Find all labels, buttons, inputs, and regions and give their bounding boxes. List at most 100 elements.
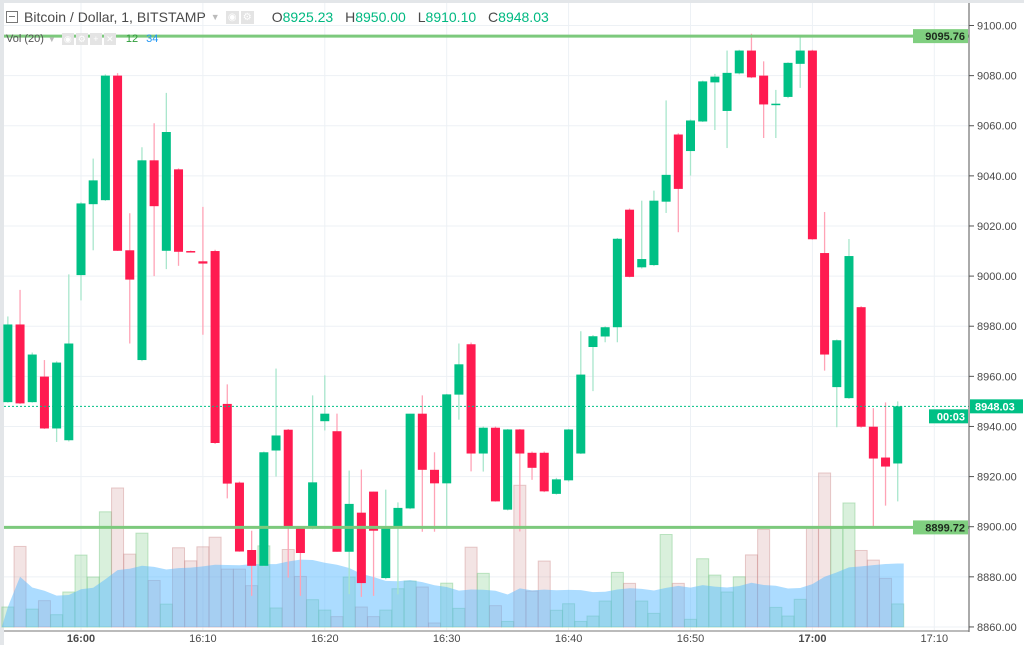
candle-body: [88, 180, 98, 205]
candle-body: [466, 344, 476, 454]
candle-body: [259, 452, 269, 566]
candle-body: [795, 50, 805, 64]
last-price-label-box: [970, 399, 1023, 414]
candle-body: [442, 394, 452, 484]
candle-body: [210, 251, 220, 443]
y-tick-label: 9040.00: [977, 171, 1017, 183]
volume-ma-value: 34: [146, 33, 159, 45]
candle-body: [527, 452, 537, 468]
close-icon[interactable]: ✕: [103, 33, 116, 45]
candle-body: [308, 482, 318, 528]
candle-body: [576, 374, 586, 454]
x-tick-label: 16:20: [311, 633, 339, 645]
x-tick-label: 16:50: [677, 633, 705, 645]
candle-body: [612, 238, 622, 328]
horizontal-line-label: 9095.76: [925, 31, 965, 43]
candle-body: [856, 307, 866, 427]
candle-body: [490, 427, 500, 502]
volume-legend: Vol (20) ▼ ◉ ⚙ + ✕ 12 34: [6, 33, 158, 45]
open-label: O: [271, 9, 283, 25]
top-border: [0, 0, 1024, 3]
symbol-title[interactable]: Bitcoin / Dollar, 1, BITSTAMP: [24, 9, 206, 25]
y-tick-label: 9080.00: [977, 71, 1017, 83]
close-value: 8948.03: [498, 9, 549, 25]
x-tick-label: 16:10: [189, 633, 217, 645]
y-tick-label: 9060.00: [977, 121, 1017, 133]
collapse-icon[interactable]: [6, 11, 18, 23]
candle-body: [673, 134, 683, 189]
candle-body: [417, 413, 427, 470]
candle-body: [868, 426, 878, 459]
y-tick-label: 8900.00: [977, 522, 1017, 534]
candle-body: [332, 431, 342, 552]
candle-body: [600, 327, 610, 337]
volume-title[interactable]: Vol (20): [6, 33, 44, 45]
eye-icon[interactable]: ◉: [225, 10, 239, 24]
candle-body: [393, 507, 403, 528]
candle-body: [15, 324, 25, 404]
candle-body: [539, 452, 549, 492]
candle-body: [295, 527, 305, 554]
candle-body: [52, 362, 62, 429]
candle-body: [76, 203, 86, 276]
gear-icon[interactable]: ⚙: [75, 33, 88, 45]
y-tick-label: 8920.00: [977, 472, 1017, 484]
candle-body: [515, 429, 525, 454]
candle-body: [222, 403, 232, 484]
candle-body: [893, 406, 903, 464]
candle-body: [369, 491, 379, 531]
candle-body: [649, 200, 659, 266]
horizontal-line-label: 8899.72: [925, 522, 965, 534]
candle-body: [234, 482, 244, 552]
y-tick-label: 8980.00: [977, 321, 1017, 333]
y-tick-label: 8860.00: [977, 622, 1017, 634]
candle-body: [783, 62, 793, 97]
candle-body: [186, 251, 196, 253]
candle-body: [759, 75, 769, 105]
horizontal-line-label-box: [913, 520, 968, 535]
caret-down-icon[interactable]: ▼: [210, 12, 220, 22]
caret-down-icon[interactable]: ▼: [47, 34, 56, 44]
eye-icon[interactable]: ◉: [61, 33, 74, 45]
y-tick-label: 9020.00: [977, 221, 1017, 233]
candle-body: [27, 354, 37, 403]
candle-body: [625, 209, 635, 277]
candle-body: [454, 364, 464, 395]
candle-body: [320, 413, 330, 422]
candle-body: [271, 435, 281, 451]
candles: [3, 33, 903, 597]
gear-icon[interactable]: ⚙: [240, 10, 254, 24]
candle-body: [734, 50, 744, 74]
x-tick-label: 17:10: [921, 633, 949, 645]
y-tick-label: 8940.00: [977, 421, 1017, 433]
x-tick-label: 16:30: [433, 633, 461, 645]
candle-body: [478, 427, 488, 454]
candle-body: [430, 469, 440, 484]
candle-body: [174, 169, 184, 252]
candle-body: [832, 340, 842, 388]
candle-body: [113, 75, 123, 251]
candle-body: [137, 160, 147, 361]
ohlc-values: O8925.23 H8950.00 L8910.10 C8948.03: [264, 9, 549, 25]
y-tick-label: 8960.00: [977, 371, 1017, 383]
plus-icon[interactable]: +: [89, 33, 102, 45]
candle-body: [588, 336, 598, 348]
candle-body: [381, 527, 391, 579]
candle-body: [551, 479, 561, 494]
candle-body: [356, 512, 366, 584]
candle-body: [698, 81, 708, 122]
candle-body: [247, 550, 257, 566]
candle-body: [39, 376, 49, 429]
volume-value: 12: [125, 33, 139, 45]
countdown-label-box: [929, 409, 968, 424]
candle-body: [637, 259, 647, 268]
candle-body: [710, 76, 720, 83]
last-price-label: 8948.03: [975, 401, 1015, 413]
candle-body: [125, 250, 135, 280]
x-tick-label: 16:40: [555, 633, 583, 645]
candle-body: [503, 429, 513, 510]
overlays: [4, 34, 969, 529]
candle-body: [198, 261, 208, 264]
